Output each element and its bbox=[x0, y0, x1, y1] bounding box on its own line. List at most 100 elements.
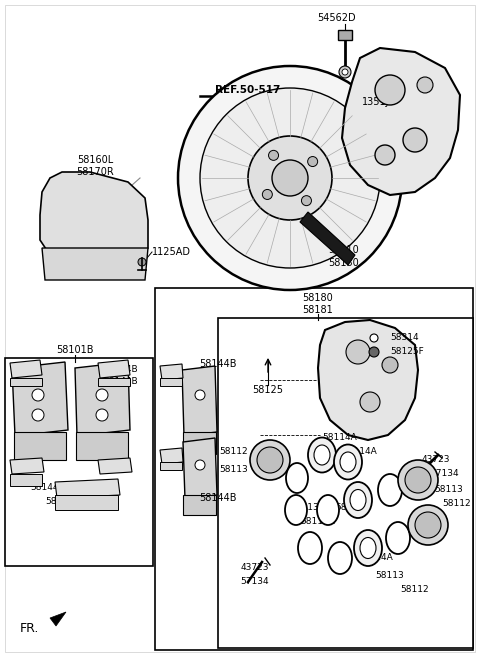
Circle shape bbox=[250, 440, 290, 480]
Text: 58180: 58180 bbox=[302, 293, 334, 303]
Text: 57134: 57134 bbox=[430, 468, 458, 478]
Polygon shape bbox=[98, 458, 132, 474]
Circle shape bbox=[369, 347, 379, 357]
Bar bbox=[55, 495, 118, 510]
Circle shape bbox=[370, 334, 378, 342]
Polygon shape bbox=[40, 172, 148, 270]
Text: 54562D: 54562D bbox=[317, 13, 355, 23]
Text: 58113: 58113 bbox=[375, 570, 404, 579]
Bar bbox=[76, 432, 128, 460]
Polygon shape bbox=[182, 366, 217, 436]
Text: 58144B: 58144B bbox=[45, 497, 80, 505]
Text: 58112: 58112 bbox=[442, 499, 470, 507]
Bar bbox=[183, 495, 216, 515]
Text: 58113: 58113 bbox=[290, 503, 319, 512]
Text: 58160L: 58160L bbox=[77, 155, 113, 165]
Circle shape bbox=[405, 467, 431, 493]
Ellipse shape bbox=[350, 489, 366, 510]
Polygon shape bbox=[10, 360, 42, 378]
Circle shape bbox=[301, 196, 312, 206]
Bar bbox=[160, 462, 182, 470]
Bar bbox=[98, 378, 130, 386]
Polygon shape bbox=[342, 48, 460, 195]
Ellipse shape bbox=[334, 445, 362, 480]
Circle shape bbox=[32, 389, 44, 401]
Polygon shape bbox=[50, 612, 66, 626]
Ellipse shape bbox=[360, 537, 376, 558]
Polygon shape bbox=[318, 320, 418, 440]
Circle shape bbox=[268, 150, 278, 160]
Text: 43723: 43723 bbox=[241, 564, 269, 572]
Text: 1125AD: 1125AD bbox=[152, 247, 191, 257]
Text: 58130: 58130 bbox=[328, 258, 359, 268]
Text: REF.50-517: REF.50-517 bbox=[216, 85, 281, 95]
Circle shape bbox=[272, 160, 308, 196]
Text: 58113: 58113 bbox=[335, 503, 364, 512]
Ellipse shape bbox=[354, 530, 382, 566]
Text: 58112: 58112 bbox=[400, 585, 429, 595]
Text: 58114A: 58114A bbox=[342, 447, 377, 457]
Circle shape bbox=[200, 88, 380, 268]
Text: 58181: 58181 bbox=[302, 305, 334, 315]
Circle shape bbox=[248, 136, 332, 220]
Circle shape bbox=[346, 340, 370, 364]
Circle shape bbox=[415, 512, 441, 538]
Bar bbox=[5, 358, 153, 566]
Circle shape bbox=[195, 390, 205, 400]
Polygon shape bbox=[75, 362, 130, 436]
Ellipse shape bbox=[314, 445, 330, 465]
Text: 58110: 58110 bbox=[328, 245, 359, 255]
Text: 58144B: 58144B bbox=[103, 378, 138, 386]
Text: 58314: 58314 bbox=[390, 332, 419, 342]
Text: FR.: FR. bbox=[20, 622, 39, 635]
Text: 58112: 58112 bbox=[322, 457, 350, 466]
Circle shape bbox=[360, 392, 380, 412]
Polygon shape bbox=[10, 458, 44, 474]
Circle shape bbox=[417, 77, 433, 93]
Polygon shape bbox=[183, 438, 217, 499]
Circle shape bbox=[342, 69, 348, 75]
Circle shape bbox=[96, 409, 108, 421]
Circle shape bbox=[398, 460, 438, 500]
Text: 1351JD: 1351JD bbox=[362, 97, 397, 107]
Polygon shape bbox=[98, 360, 130, 378]
Bar bbox=[10, 378, 42, 386]
Polygon shape bbox=[42, 248, 148, 280]
Circle shape bbox=[403, 128, 427, 152]
Polygon shape bbox=[55, 479, 120, 498]
Text: 58114A: 58114A bbox=[300, 518, 336, 526]
Ellipse shape bbox=[285, 495, 307, 525]
Ellipse shape bbox=[317, 495, 339, 525]
Ellipse shape bbox=[344, 482, 372, 518]
Text: 58114A: 58114A bbox=[322, 434, 357, 443]
Text: 58125F: 58125F bbox=[390, 346, 424, 355]
Bar bbox=[155, 288, 473, 650]
Text: 58101B: 58101B bbox=[56, 345, 94, 355]
Circle shape bbox=[382, 357, 398, 373]
Text: 57134: 57134 bbox=[240, 578, 269, 587]
Circle shape bbox=[257, 447, 283, 473]
Circle shape bbox=[408, 505, 448, 545]
Circle shape bbox=[178, 66, 402, 290]
Circle shape bbox=[32, 409, 44, 421]
Circle shape bbox=[195, 460, 205, 470]
Ellipse shape bbox=[286, 463, 308, 493]
Circle shape bbox=[96, 389, 108, 401]
Bar bbox=[218, 318, 473, 648]
Bar bbox=[160, 378, 182, 386]
Ellipse shape bbox=[308, 438, 336, 472]
Text: 58144B: 58144B bbox=[103, 365, 138, 374]
Text: 58144B: 58144B bbox=[199, 493, 237, 503]
Text: 43723: 43723 bbox=[422, 455, 451, 464]
Text: 58125: 58125 bbox=[252, 385, 284, 395]
Text: 58144B: 58144B bbox=[30, 482, 65, 491]
Circle shape bbox=[375, 75, 405, 105]
Text: 58170R: 58170R bbox=[76, 167, 114, 177]
Circle shape bbox=[339, 66, 351, 78]
Circle shape bbox=[263, 189, 272, 200]
Text: 58114A: 58114A bbox=[358, 553, 393, 562]
Ellipse shape bbox=[340, 452, 356, 472]
Ellipse shape bbox=[378, 474, 402, 506]
Circle shape bbox=[138, 258, 146, 266]
Polygon shape bbox=[12, 362, 68, 436]
